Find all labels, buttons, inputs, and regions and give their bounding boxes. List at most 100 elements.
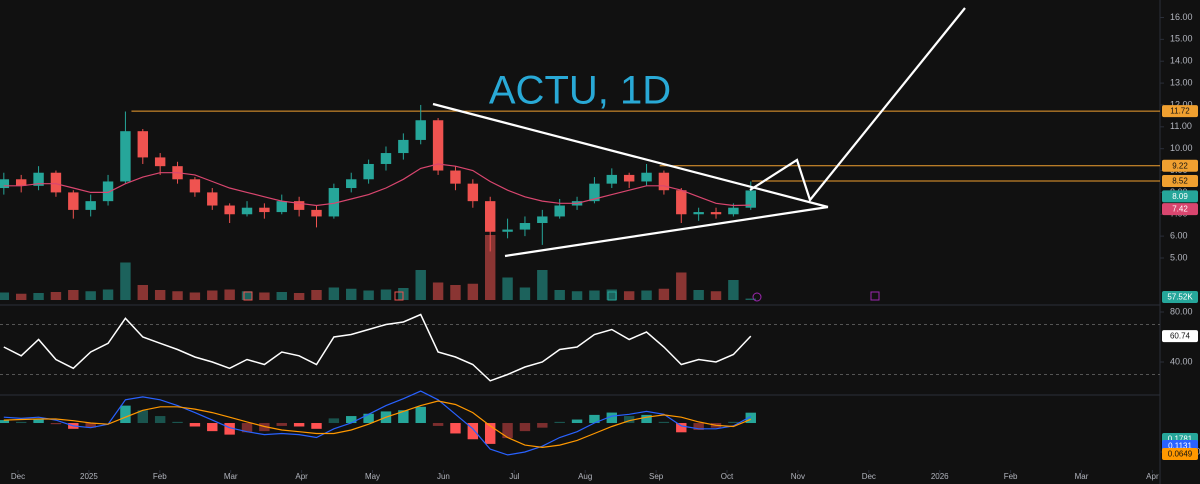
volume-bar [554, 290, 565, 300]
candle-body [537, 216, 548, 224]
price-flag [1162, 159, 1198, 172]
macd-histogram-bar [693, 423, 704, 430]
y-tick-label: 40.00 [1170, 356, 1193, 366]
x-tick-label: 2025 [80, 472, 98, 481]
candle-body [120, 131, 131, 182]
macd-histogram-bar [0, 420, 10, 424]
macd-histogram-bar [623, 416, 635, 424]
macd-histogram-bar [207, 423, 218, 432]
candle-body [398, 139, 409, 154]
macd-histogram-bar [641, 414, 652, 424]
volume-flag [1162, 291, 1198, 303]
macd-histogram-bar [137, 410, 149, 424]
macd-histogram-bar [276, 423, 287, 426]
candle-body [224, 205, 235, 215]
candle-body [85, 201, 96, 210]
volume-bar [137, 285, 149, 300]
volume-bar [641, 290, 652, 300]
volume-bar [710, 291, 722, 300]
macd-histogram-bar [85, 423, 96, 428]
volume-bar [276, 292, 287, 300]
event-icons [243, 291, 880, 302]
candle-body [68, 192, 79, 210]
volume-bar [571, 291, 583, 300]
volume-bar [467, 283, 479, 300]
moving-average [3, 163, 751, 207]
volume-bar [380, 289, 392, 300]
candle-body [15, 179, 27, 186]
macd-histogram-bar [50, 423, 62, 425]
y-tick-label: 6.00 [1170, 231, 1188, 241]
volume-bar [606, 289, 618, 300]
candle-body [259, 207, 270, 213]
x-tick-label: Oct [721, 472, 734, 481]
event-icon [607, 291, 617, 301]
volume-bar [432, 282, 444, 300]
macd-histogram-bar [224, 423, 235, 435]
volume-flag-label: 57.52K [1167, 293, 1193, 302]
x-tick-label: Mar [1075, 472, 1089, 481]
volume-bar [346, 288, 357, 300]
candle-body [102, 181, 114, 202]
macd-histogram-bar [293, 423, 305, 427]
macd-histogram-bar [363, 413, 374, 424]
macd-histogram-bar [658, 421, 670, 424]
projection-path [749, 7, 966, 203]
y-tick-label: 12.00 [1170, 99, 1193, 109]
y-tick-label: 15.00 [1170, 34, 1193, 44]
macd-histogram-bar [120, 405, 131, 424]
macd-histogram-bar [328, 418, 340, 424]
volume-bar [693, 290, 704, 300]
macd-histogram-bar [502, 423, 513, 439]
volume-bar [658, 288, 670, 300]
macd-histogram-bar [467, 423, 479, 440]
candle-body [311, 209, 322, 217]
price-flag [1162, 175, 1198, 188]
macd-histogram-bar [33, 419, 44, 424]
candle-body [189, 179, 201, 193]
chart-title: ACTU, 1D [489, 69, 671, 113]
volume-bar [102, 289, 114, 300]
macd-line [3, 390, 752, 456]
trend-line [504, 205, 829, 258]
candle-body [728, 207, 739, 215]
candle-body [33, 172, 44, 186]
price-flag-label: 60.74 [1170, 332, 1191, 341]
marks: 16.0015.0014.0013.0012.0011.0010.009.008… [0, 12, 1200, 481]
candle-body [50, 172, 62, 193]
macd-histogram-bar [571, 419, 583, 424]
volume-bar [502, 277, 513, 300]
volume-bar [172, 291, 183, 300]
volume-bar [207, 290, 218, 300]
candle-body [380, 153, 392, 164]
candle-body [415, 120, 426, 140]
macd-histogram-bar [450, 423, 461, 434]
volume-bar [745, 298, 756, 300]
candle-body [693, 212, 704, 215]
volume-bar [189, 292, 201, 300]
signal-line [3, 400, 752, 449]
macd-histogram-bar [15, 421, 27, 424]
volume-bar [224, 289, 235, 300]
macd-histogram-bar [606, 412, 618, 424]
candle-body [606, 174, 618, 184]
candle-body [154, 157, 166, 167]
volume-bar [68, 290, 79, 300]
event-icon [752, 292, 762, 302]
candle-body [346, 179, 357, 189]
candle-body [137, 131, 149, 158]
macd-histogram-bar [311, 423, 322, 429]
candle-body [589, 183, 600, 202]
volume-bar [484, 235, 496, 300]
volume-bar [85, 291, 96, 300]
candle-body [554, 205, 565, 217]
macd-histogram-bar [189, 423, 201, 427]
price-flag [1162, 330, 1198, 343]
price-flag-label: 0.1781 [1168, 435, 1193, 444]
x-tick-label: Jul [509, 472, 519, 481]
x-tick-label: Aug [578, 472, 592, 481]
y-tick-label: 80.00 [1170, 306, 1193, 316]
y-tick-label: 11.00 [1170, 121, 1192, 131]
price-flag-label: 7.42 [1172, 205, 1188, 214]
